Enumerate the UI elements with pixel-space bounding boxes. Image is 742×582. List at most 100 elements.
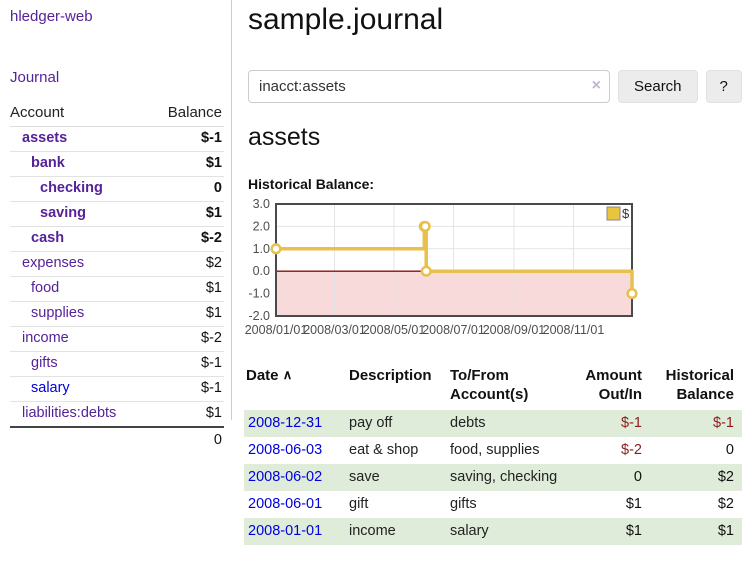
accounts-header-account: Account — [10, 101, 150, 127]
account-cell: checking — [10, 176, 150, 202]
chart-x-tick-label: 2008/09/01 — [483, 323, 546, 337]
register-header-description: Description — [349, 367, 432, 384]
transaction-balance: $1 — [717, 523, 734, 539]
transaction-description: income — [349, 523, 396, 539]
accounts-total-spacer — [10, 426, 150, 453]
accounts-header-balance: Balance — [149, 101, 224, 127]
transaction-balance: $2 — [717, 496, 734, 512]
transaction-row: 2008-06-03 eat & shop food, supplies $-2… — [244, 437, 742, 464]
transaction-row: 2008-01-01 income salary $1 $1 — [244, 518, 742, 545]
chart-y-tick-label: 2.0 — [253, 219, 270, 233]
transaction-row: 2008-12-31 pay off debts $-1 $-1 — [244, 410, 742, 437]
account-row: liabilities:debts $1 — [10, 401, 224, 428]
transaction-amount: $1 — [625, 496, 642, 512]
account-row: food $1 — [10, 276, 224, 302]
account-link[interactable]: expenses — [22, 255, 85, 271]
transaction-date-link[interactable]: 2008-06-02 — [248, 469, 323, 485]
account-row: saving $1 — [10, 201, 224, 227]
main-panel: sample.journal × Search ? assets Histori… — [244, 0, 742, 545]
account-balance: $1 — [149, 401, 224, 428]
chart-data-point — [626, 288, 638, 300]
chart-x-tick-label: 2008/07/01 — [422, 323, 485, 337]
account-cell: income — [10, 326, 150, 352]
chart-x-tick-label: 2008/03/01 — [303, 323, 366, 337]
account-cell: liabilities:debts — [10, 401, 150, 428]
chart-y-tick-label: 3.0 — [253, 197, 270, 211]
account-row: expenses $2 — [10, 251, 224, 277]
account-link[interactable]: assets — [22, 130, 68, 146]
transaction-amount: $-2 — [621, 442, 642, 458]
account-link[interactable]: salary — [31, 380, 70, 396]
account-cell: saving — [10, 201, 150, 227]
transaction-date-cell: 2008-06-03 — [244, 437, 347, 464]
search-button[interactable]: Search — [618, 69, 698, 103]
transaction-accounts: salary — [450, 523, 489, 539]
account-row: bank $1 — [10, 151, 224, 177]
register-header-row: Date ∧ Description To/From Account(s) Am… — [244, 362, 742, 410]
account-cell: cash — [10, 226, 150, 252]
account-link[interactable]: saving — [40, 205, 86, 221]
account-balance: $-2 — [149, 326, 224, 352]
account-balance: $-1 — [149, 126, 224, 152]
transaction-date-link[interactable]: 2008-06-03 — [248, 442, 323, 458]
transaction-accounts: debts — [450, 415, 486, 431]
transaction-balance: 0 — [725, 442, 734, 458]
account-link[interactable]: food — [31, 280, 60, 296]
account-link[interactable]: checking — [40, 180, 103, 196]
transaction-balance: $-1 — [713, 415, 734, 431]
account-link[interactable]: liabilities:debts — [22, 405, 117, 421]
account-balance: $-1 — [149, 376, 224, 402]
account-cell: bank — [10, 151, 150, 177]
clear-search-icon[interactable]: × — [591, 76, 601, 94]
account-cell: gifts — [10, 351, 150, 377]
search-input[interactable] — [248, 69, 610, 103]
register-header-amount: Amount Out/In — [585, 367, 642, 403]
sidebar: hledger-web Journal Account Balance asse… — [0, 0, 232, 453]
account-cell: assets — [10, 126, 150, 152]
transaction-date-link[interactable]: 2008-01-01 — [248, 523, 323, 539]
register-header-accounts: To/From Account(s) — [450, 367, 529, 403]
account-row: checking 0 — [10, 176, 224, 202]
account-link[interactable]: gifts — [31, 355, 58, 371]
account-row: salary $-1 — [10, 376, 224, 402]
transaction-date-cell: 2008-06-01 — [244, 491, 347, 518]
transaction-amount: $1 — [625, 523, 642, 539]
transaction-accounts: gifts — [450, 496, 477, 512]
account-link[interactable]: income — [22, 330, 69, 346]
sidebar-item-journal[interactable]: Journal — [10, 69, 60, 86]
transaction-row: 2008-06-02 save saving, checking 0 $2 — [244, 464, 742, 491]
chart-plot-border — [275, 203, 633, 317]
account-heading: assets — [248, 122, 321, 151]
transaction-date-link[interactable]: 2008-06-01 — [248, 496, 323, 512]
account-row: assets $-1 — [10, 126, 224, 152]
account-balance: $2 — [149, 251, 224, 277]
page-title: sample.journal — [248, 3, 444, 36]
chart-data-point — [419, 220, 431, 232]
account-link[interactable]: cash — [31, 230, 65, 246]
chart-data-point — [420, 265, 432, 277]
chart-legend-swatch — [606, 206, 621, 221]
chart-x-tick-label: 2008/05/01 — [363, 323, 426, 337]
transaction-balance: $2 — [717, 469, 734, 485]
chart-x-tick-label: 2008/11/01 — [543, 323, 605, 337]
balance-chart-svg: 3.0 2.0 1.0 0.0 -1.0 -2.02008/01/012008/03/01… — [245, 197, 638, 337]
help-button[interactable]: ? — [705, 69, 742, 103]
account-balance: $1 — [149, 301, 224, 327]
transaction-date-cell: 2008-06-02 — [244, 464, 347, 491]
transaction-date-link[interactable]: 2008-12-31 — [248, 415, 323, 431]
account-link[interactable]: bank — [31, 155, 65, 171]
account-balance: $1 — [149, 201, 224, 227]
account-link[interactable]: supplies — [31, 305, 85, 321]
transaction-description: pay off — [349, 415, 393, 431]
chart-y-tick-label: -1.0 — [248, 287, 270, 301]
register-header-date[interactable]: Date ∧ — [246, 367, 293, 384]
transaction-accounts: food, supplies — [450, 442, 540, 458]
account-row: supplies $1 — [10, 301, 224, 327]
sort-asc-icon: ∧ — [282, 367, 293, 382]
account-row: gifts $-1 — [10, 351, 224, 377]
search-bar: × Search ? — [248, 69, 742, 103]
transaction-date-cell: 2008-12-31 — [244, 410, 347, 437]
transaction-description: save — [349, 469, 380, 485]
app-brand[interactable]: hledger-web — [10, 8, 93, 25]
chart-y-tick-label: -2.0 — [248, 309, 270, 323]
